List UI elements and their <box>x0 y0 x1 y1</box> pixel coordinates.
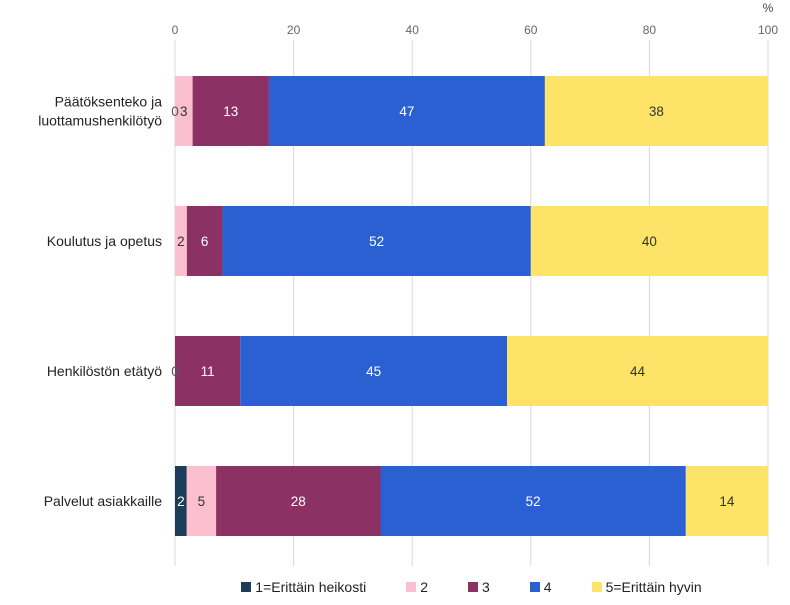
legend-item: 1=Erittäin heikosti <box>241 579 366 595</box>
legend-swatch <box>241 582 252 592</box>
bar-segment <box>544 76 768 146</box>
bar-segment <box>240 336 508 406</box>
legend-swatch <box>406 582 417 592</box>
x-axis-unit-label: % <box>763 1 774 15</box>
bar-segment <box>685 466 768 536</box>
bar-segment <box>175 206 187 276</box>
x-tick-label: 0 <box>172 23 179 37</box>
legend-swatch <box>591 582 602 592</box>
data-label: 5 <box>198 494 206 509</box>
data-label: 44 <box>630 364 646 379</box>
legend-swatch <box>468 582 478 592</box>
data-label: 6 <box>201 234 209 249</box>
category-label: Päätöksenteko ja luottamushenkilötyö <box>38 94 162 129</box>
data-label: 28 <box>291 494 306 509</box>
data-label: 13 <box>223 104 238 119</box>
data-labels: 0 3 13 47 382 6 52 400 11 45 442 5 28 52 14 <box>171 104 735 509</box>
x-axis: 0 20 40 60 80 100% <box>172 1 779 37</box>
legend-item: 4 <box>529 579 552 595</box>
legend: 1=Erittäin heikosti 2 3 4 5=Erittäin hyvin <box>175 577 768 597</box>
legend-label: 1=Erittäin heikosti <box>255 579 367 595</box>
category-labels: Päätöksenteko ja luottamushenkilötyö Koulu… <box>38 94 162 510</box>
bar-segment <box>175 466 187 536</box>
bar-segment <box>268 76 545 146</box>
data-label: 11 <box>201 364 215 379</box>
category-label: Koulutus ja opetus <box>47 233 162 249</box>
bar-segment <box>216 466 381 536</box>
data-label: 45 <box>366 364 381 379</box>
x-tick-label: 60 <box>524 23 538 37</box>
data-label: 0 <box>171 104 179 119</box>
legend-label: 2 <box>420 579 428 595</box>
legend-label: 5=Erittäin hyvin <box>605 579 702 595</box>
legend-item: 5=Erittäin hyvin <box>591 579 702 595</box>
bar-segment <box>175 76 193 146</box>
data-label: 38 <box>649 104 664 119</box>
data-label: 3 <box>180 104 188 119</box>
bar-segment <box>175 336 241 406</box>
bar-segment <box>186 466 217 536</box>
legend-label: 3 <box>482 579 490 595</box>
data-label: 52 <box>526 494 541 509</box>
data-label: 40 <box>642 234 657 249</box>
x-tick-label: 20 <box>287 23 301 37</box>
bar-segment <box>186 206 223 276</box>
data-label: 0 <box>171 364 179 379</box>
legend-swatch <box>529 582 540 592</box>
bar-segment <box>507 336 768 406</box>
x-tick-label: 80 <box>643 23 657 37</box>
data-label: 47 <box>399 104 414 119</box>
data-label: 2 <box>177 234 185 249</box>
data-label: 2 <box>177 494 185 509</box>
category-label: Henkilöstön etätyö <box>47 363 162 379</box>
bars <box>175 76 768 536</box>
legend-label: 4 <box>543 579 552 595</box>
x-tick-label: 40 <box>406 23 420 37</box>
data-label: 14 <box>719 494 735 509</box>
bar-segment <box>222 206 531 276</box>
bar-segment <box>380 466 686 536</box>
bar-segment <box>192 76 269 146</box>
bar-segment <box>530 206 768 276</box>
legend-item: 3 <box>468 579 490 595</box>
x-tick-label: 100 <box>758 23 778 37</box>
category-label: Palvelut asiakkaille <box>44 493 162 509</box>
legend-item: 2 <box>406 579 428 595</box>
data-label: 52 <box>369 234 384 249</box>
